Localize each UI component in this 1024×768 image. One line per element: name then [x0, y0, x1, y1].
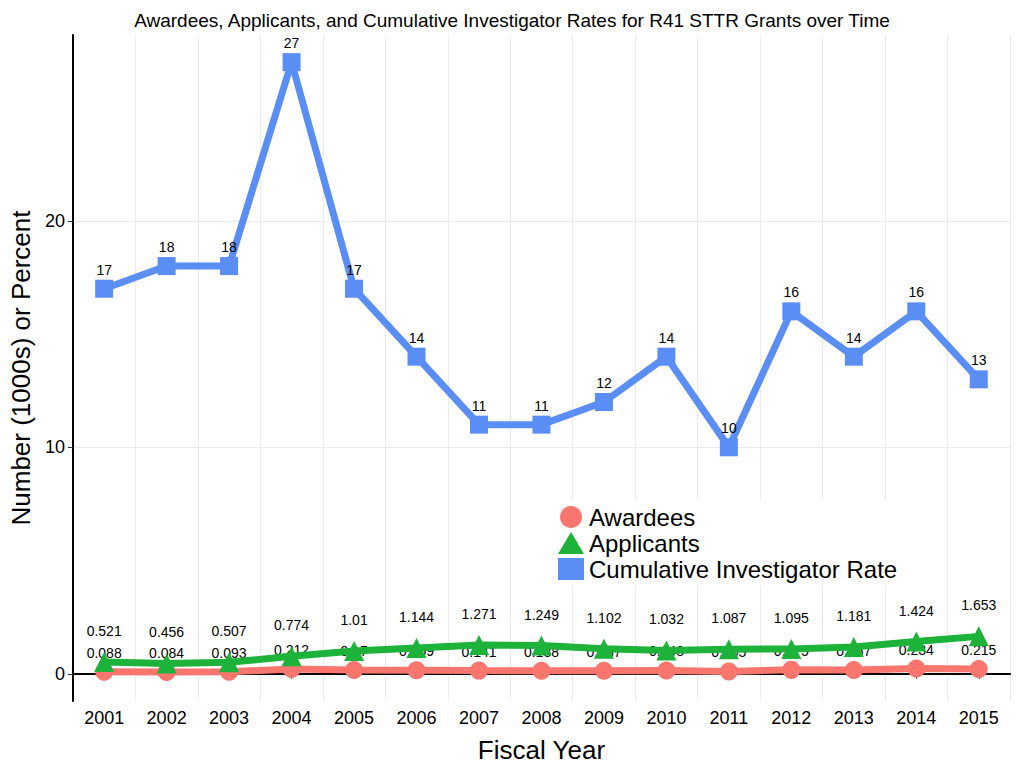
svg-text:2001: 2001: [84, 708, 124, 728]
svg-text:12: 12: [596, 375, 612, 391]
svg-text:2010: 2010: [646, 708, 686, 728]
svg-text:14: 14: [409, 330, 425, 346]
svg-text:1.095: 1.095: [774, 610, 809, 626]
svg-text:17: 17: [346, 262, 362, 278]
svg-text:2003: 2003: [209, 708, 249, 728]
svg-text:0.774: 0.774: [274, 617, 309, 633]
svg-text:2007: 2007: [459, 708, 499, 728]
svg-text:1.181: 1.181: [836, 608, 871, 624]
svg-text:0.521: 0.521: [87, 623, 122, 639]
svg-text:2009: 2009: [584, 708, 624, 728]
svg-text:1.087: 1.087: [711, 610, 746, 626]
svg-text:14: 14: [659, 330, 675, 346]
svg-text:2015: 2015: [959, 708, 999, 728]
svg-text:2011: 2011: [710, 708, 749, 728]
svg-text:17: 17: [96, 262, 112, 278]
svg-text:Cumulative Investigator Rate: Cumulative Investigator Rate: [589, 556, 897, 583]
svg-text:2012: 2012: [771, 708, 811, 728]
svg-text:20: 20: [45, 211, 65, 231]
svg-text:0.456: 0.456: [149, 624, 184, 640]
svg-text:2005: 2005: [334, 708, 374, 728]
svg-text:Number (1000s) or Percent: Number (1000s) or Percent: [6, 210, 36, 526]
svg-text:1.032: 1.032: [649, 611, 684, 627]
svg-text:18: 18: [221, 239, 237, 255]
svg-text:Fiscal Year: Fiscal Year: [478, 735, 606, 765]
svg-text:0.215: 0.215: [961, 641, 997, 658]
svg-text:11: 11: [472, 398, 487, 414]
svg-text:2008: 2008: [521, 708, 561, 728]
svg-text:2002: 2002: [147, 708, 187, 728]
svg-text:1.653: 1.653: [961, 597, 996, 613]
svg-text:2006: 2006: [396, 708, 436, 728]
svg-text:1.144: 1.144: [399, 609, 434, 625]
svg-text:Applicants: Applicants: [589, 530, 700, 557]
svg-text:11: 11: [534, 398, 549, 414]
svg-text:1.271: 1.271: [461, 606, 496, 622]
svg-text:1.102: 1.102: [586, 610, 621, 626]
svg-text:0.093: 0.093: [211, 644, 247, 661]
svg-text:16: 16: [784, 284, 800, 300]
svg-text:16: 16: [909, 284, 925, 300]
svg-text:2014: 2014: [896, 708, 936, 728]
svg-text:Awardees: Awardees: [589, 504, 695, 531]
svg-text:1.01: 1.01: [340, 612, 367, 628]
svg-text:14: 14: [846, 330, 862, 346]
svg-text:27: 27: [284, 35, 300, 51]
svg-text:0.088: 0.088: [86, 644, 122, 661]
svg-text:1.249: 1.249: [524, 607, 559, 623]
svg-text:0.084: 0.084: [149, 644, 185, 661]
svg-text:13: 13: [971, 352, 987, 368]
svg-text:10: 10: [45, 437, 65, 457]
svg-text:18: 18: [159, 239, 175, 255]
svg-text:0: 0: [55, 664, 65, 684]
svg-text:Awardees, Applicants, and Cumu: Awardees, Applicants, and Cumulative Inv…: [134, 10, 890, 31]
svg-text:1.424: 1.424: [899, 603, 934, 619]
svg-text:10: 10: [721, 420, 737, 436]
svg-text:2013: 2013: [834, 708, 874, 728]
svg-text:2004: 2004: [272, 708, 312, 728]
svg-text:0.507: 0.507: [212, 623, 247, 639]
